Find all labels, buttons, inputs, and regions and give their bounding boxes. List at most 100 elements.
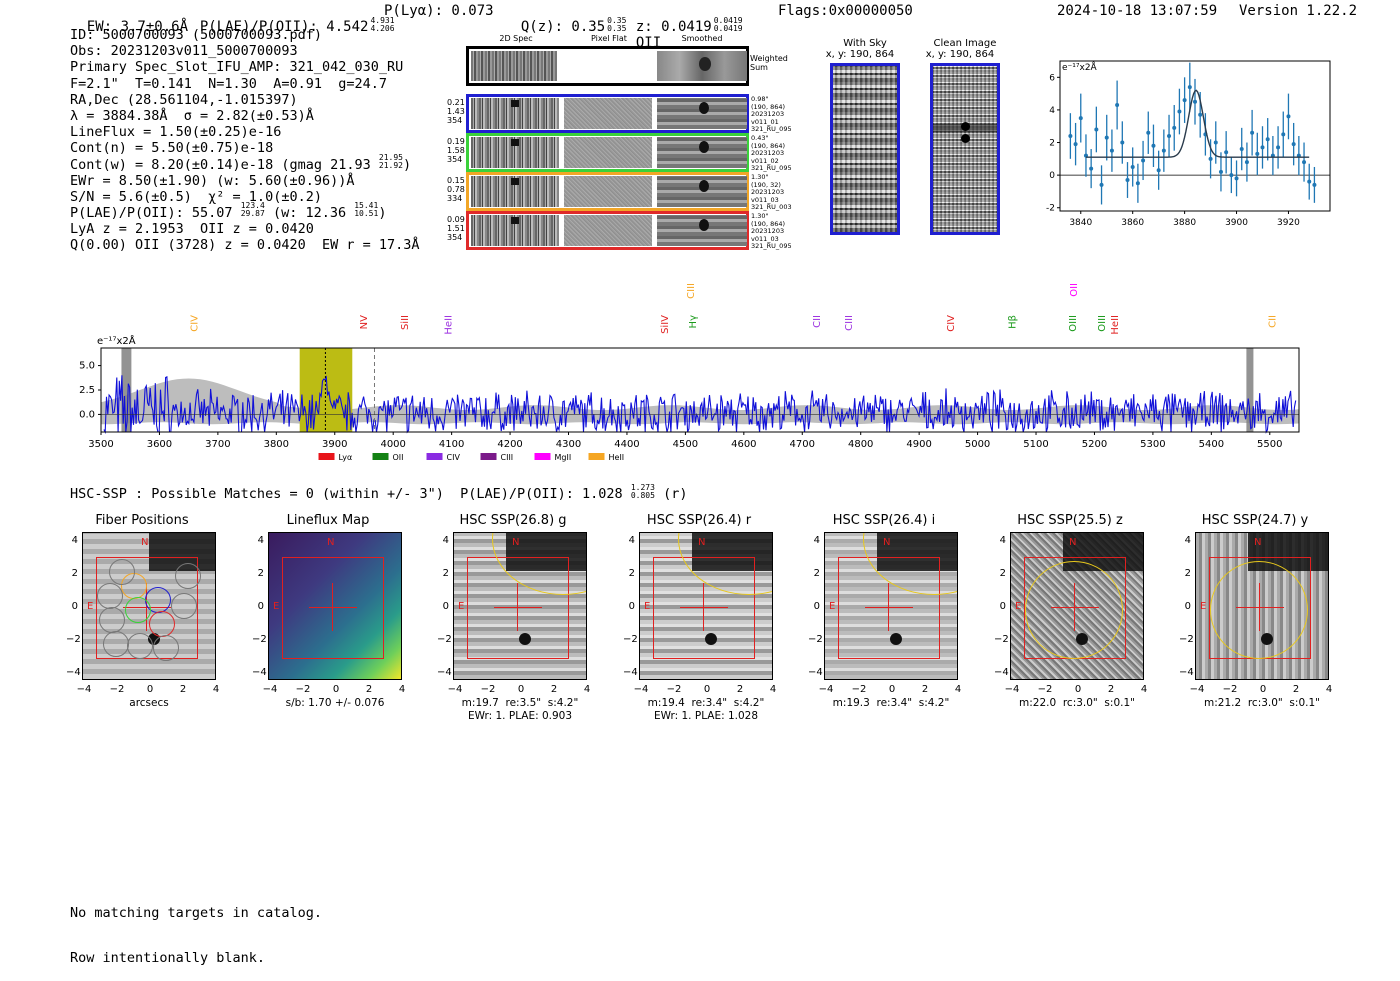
hsc-xtick-label: −4 — [1189, 684, 1205, 695]
hsc-crosshair-h — [309, 607, 357, 608]
cutout-meta: 321_RU_003 — [751, 203, 792, 211]
header-timestamp: 2024-10-18 13:07:59 — [1057, 3, 1218, 19]
info-plae-w-lo: 10.51 — [354, 209, 379, 219]
hsc-east-label: E — [644, 601, 651, 612]
fiber-circle — [149, 611, 175, 637]
clean-image-label: Clean Image — [933, 38, 997, 49]
spectrum-masked-region — [1246, 348, 1254, 432]
hsc-panel-title: Lineflux Map — [286, 513, 370, 528]
hsc-xtick-label: −4 — [76, 684, 92, 695]
fit-point — [1109, 148, 1114, 153]
hsc-ytick-label: −2 — [252, 634, 267, 645]
hsc-source-ellipse — [1025, 561, 1123, 659]
hsc-xtick-label: −4 — [262, 684, 278, 695]
info-contw-value: Cont(w) = 8.20(±0.14)e-18 (gmag 21.93 — [70, 156, 371, 173]
fit-point — [1224, 150, 1229, 155]
cutout-stat: 0.09 — [447, 215, 465, 224]
hsc-crosshair-v — [332, 583, 333, 631]
hsc-north-label: N — [141, 537, 149, 548]
hsc-east-label: E — [458, 601, 465, 612]
fit-point — [1177, 109, 1182, 114]
fit-point — [1193, 99, 1197, 104]
spectrum-xtick-label: 4700 — [790, 439, 815, 450]
hsc-ytick-label: 4 — [1184, 535, 1191, 546]
spectrum-xtick-label: 4100 — [439, 439, 464, 450]
hsc-xtick-label: −4 — [818, 684, 834, 695]
hsc-xtick-label: 0 — [1259, 684, 1267, 695]
info-contw: Cont(w) = 8.20(±0.14)e-18 (gmag 21.93 21… — [70, 152, 412, 173]
hsc-ytick-label: 0 — [442, 601, 449, 612]
spectrum-line-marker: CII — [812, 315, 823, 328]
hsc-xtick-label: 0 — [888, 684, 896, 695]
hsc-ytick-label: 4 — [257, 535, 264, 546]
cutout-row-stats: 0.19 1.58 354 — [447, 137, 465, 164]
hsc-panel-title: Fiber Positions — [95, 513, 189, 528]
hsc-panel-title: HSC SSP(26.4) i — [832, 513, 936, 528]
fiber-circle-neighbor — [97, 583, 123, 609]
hsc-crosshair-v — [888, 583, 889, 631]
hsc-crosshair-v — [703, 583, 704, 631]
cutout-meta: v011_02 — [751, 156, 779, 165]
fit-point — [1156, 168, 1161, 173]
hsc-ytick-label: −2 — [66, 634, 81, 645]
fit-xtick-label: 3920 — [1277, 218, 1300, 228]
spectrum-line-marker: OIII — [1097, 315, 1108, 332]
cutout-smoothed — [657, 98, 747, 129]
spectrum-line-marker: CIII — [844, 315, 855, 331]
cutout-meta: v011_03 — [751, 234, 779, 243]
fit-point — [1208, 156, 1213, 161]
info-sn: S/N = 5.6(±0.5) χ² = 1.0(±0.2) — [70, 188, 322, 205]
spectrum-masked-region — [121, 348, 132, 432]
fit-xtick-label: 3860 — [1121, 218, 1144, 228]
cutout-2dspec — [471, 176, 559, 207]
fit-point — [1167, 134, 1172, 138]
hsc-panel-title: HSC SSP(26.4) r — [646, 513, 752, 528]
hsc-ytick-label: 4 — [71, 535, 78, 546]
fit-point — [1307, 179, 1312, 184]
header-version: Version 1.22.2 — [1239, 3, 1358, 19]
cutout-stat: 1.58 — [447, 146, 465, 155]
info-plae-hi: 123.4 — [240, 201, 265, 211]
cutout-meta: (190, 864) — [751, 102, 786, 111]
fit-point — [1104, 135, 1109, 140]
info-plae: P(LAE)/P(OII): 55.07 123.4 29.87 (w: 12.3… — [70, 201, 387, 222]
fit-point — [1161, 148, 1166, 153]
hsc-xtick-label: 2 — [736, 684, 744, 695]
info-fit: F=2.1" T=0.141 N=1.30 A=0.91 g=24.7 — [70, 75, 387, 92]
hsc-aperture-box — [282, 557, 384, 659]
cutout-smoothed — [657, 215, 747, 246]
hsc-crosshair-h — [680, 607, 728, 608]
hsc-ytick-label: 2 — [1184, 568, 1191, 579]
cutout-smoothed — [657, 176, 747, 207]
fiber-circle-neighbor — [171, 593, 197, 619]
hsc-source-blob — [705, 633, 717, 645]
fiber-circle-neighbor — [109, 559, 135, 585]
hsc-xtick-label: −2 — [1037, 684, 1053, 695]
hsc-source-blob — [519, 633, 531, 645]
hsc-ytick-label: −4 — [1179, 667, 1194, 678]
cutout-meta: 20231203 — [751, 227, 785, 235]
fiber-circle-neighbor — [153, 635, 179, 661]
hsc-xtick-label: 2 — [365, 684, 373, 695]
spectrum-xtick-label: 5200 — [1082, 439, 1107, 450]
spectrum-line-marker: SiIV — [660, 315, 671, 334]
info-lya: LyA z = 2.1953 OII z = 0.0420 — [70, 221, 314, 238]
fit-point — [1250, 130, 1255, 135]
fit-point — [1286, 114, 1291, 119]
cutout-2dspec — [471, 215, 559, 246]
hsc-summary-band: (r) — [663, 486, 688, 502]
cutout-row-1 — [466, 94, 749, 133]
fit-point — [1239, 147, 1244, 152]
fit-point — [1172, 125, 1177, 130]
cutout-row-3 — [466, 172, 749, 211]
weighted-sum-2dspec — [471, 51, 557, 81]
cutout-smoothed-source — [699, 180, 709, 192]
cutout-row-meta: 1.30" (190, 864) 20231203 v011_03 321_RU_095 — [751, 212, 792, 251]
hsc-xtick-label: 4 — [769, 684, 777, 695]
info-radec: RA,Dec (28.561104,-1.015397) — [70, 91, 298, 108]
hsc-ytick-label: 2 — [628, 568, 635, 579]
info-ewr: EWr = 8.50(±1.90) (w: 5.60(±0.96))Å — [70, 172, 355, 189]
cutout-stat: 0.21 — [447, 98, 465, 107]
